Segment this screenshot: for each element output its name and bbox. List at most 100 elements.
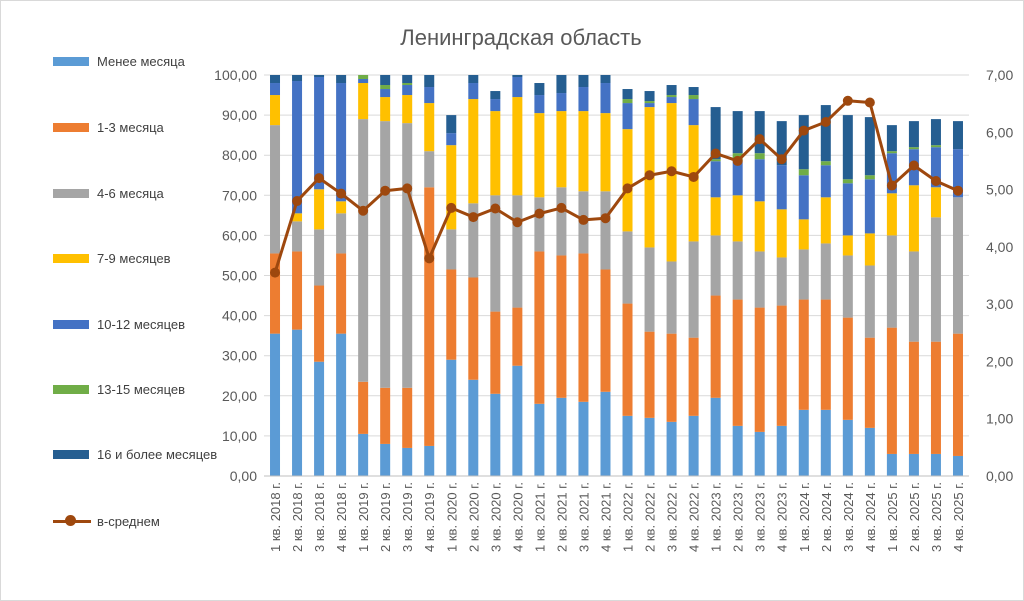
bar-7-9m bbox=[622, 129, 633, 232]
bar-10-12m bbox=[666, 97, 677, 104]
average-point bbox=[490, 203, 501, 214]
bar-16plus bbox=[842, 115, 853, 180]
bar-10-12m bbox=[380, 89, 391, 98]
bar-4-6m bbox=[732, 241, 743, 300]
bar-7-9m bbox=[820, 197, 831, 244]
bar-4-6m bbox=[556, 187, 567, 256]
bar-lt-1m bbox=[754, 431, 765, 476]
bar-7-9m bbox=[930, 187, 941, 218]
bar-7-9m bbox=[578, 111, 589, 192]
legend-marker-average bbox=[65, 515, 76, 526]
bar-16plus bbox=[402, 75, 413, 84]
bar-lt-1m bbox=[798, 409, 809, 476]
bar-13-15m bbox=[754, 153, 765, 160]
bar-1-3m bbox=[292, 251, 303, 330]
x-tick-label: 3 кв. 2025 г. bbox=[929, 482, 944, 552]
bar-16plus bbox=[336, 75, 347, 84]
bar-7-9m bbox=[908, 185, 919, 252]
bar-16plus bbox=[666, 85, 677, 96]
x-tick-label: 2 кв. 2022 г. bbox=[643, 482, 658, 552]
bar-7-9m bbox=[490, 111, 501, 196]
average-point bbox=[952, 185, 963, 196]
bar-lt-1m bbox=[886, 453, 897, 476]
bar-10-12m bbox=[534, 95, 545, 114]
bar-13-15m bbox=[864, 175, 875, 180]
bar-lt-1m bbox=[490, 393, 501, 476]
bar-lt-1m bbox=[556, 397, 567, 476]
x-tick-label: 3 кв. 2019 г. bbox=[400, 482, 415, 552]
y-right-tick-label: 7,00 bbox=[986, 67, 1013, 83]
bar-7-9m bbox=[666, 103, 677, 262]
average-point bbox=[644, 170, 655, 181]
bar-lt-1m bbox=[930, 453, 941, 476]
average-line bbox=[273, 99, 959, 274]
bar-16plus bbox=[776, 121, 787, 166]
bar-4-6m bbox=[710, 235, 721, 296]
legend-swatch-lt-1m bbox=[53, 57, 89, 66]
bar-lt-1m bbox=[666, 421, 677, 476]
y-left-tick-label: 10,00 bbox=[222, 428, 257, 444]
bar-4-6m bbox=[600, 191, 611, 270]
x-tick-label: 4 кв. 2021 г. bbox=[598, 482, 613, 552]
bar-lt-1m bbox=[688, 415, 699, 476]
bar-1-3m bbox=[952, 333, 963, 456]
bar-1-3m bbox=[600, 269, 611, 392]
bar-16plus bbox=[622, 89, 633, 100]
average-point bbox=[754, 134, 765, 145]
bar-4-6m bbox=[930, 217, 941, 342]
bar-4-6m bbox=[270, 125, 281, 254]
average-point bbox=[534, 208, 545, 219]
bar-10-12m bbox=[732, 161, 743, 196]
bar-10-12m bbox=[710, 161, 721, 198]
bar-1-3m bbox=[776, 305, 787, 426]
bar-lt-1m bbox=[842, 419, 853, 476]
average-point bbox=[820, 116, 831, 127]
x-tick-label: 1 кв. 2020 г. bbox=[444, 482, 459, 552]
bar-7-9m bbox=[534, 113, 545, 198]
bar-1-3m bbox=[490, 311, 501, 394]
x-tick-label: 1 кв. 2021 г. bbox=[532, 482, 547, 552]
bar-lt-1m bbox=[270, 333, 281, 476]
bar-10-12m bbox=[600, 83, 611, 114]
bar-16plus bbox=[512, 75, 523, 78]
bar-1-3m bbox=[468, 277, 479, 380]
bar-4-6m bbox=[292, 221, 303, 252]
bar-10-12m bbox=[842, 183, 853, 236]
x-tick-label: 2 кв. 2023 г. bbox=[731, 482, 746, 552]
bar-lt-1m bbox=[578, 401, 589, 476]
bar-10-12m bbox=[952, 149, 963, 198]
bar-4-6m bbox=[314, 229, 325, 286]
bar-13-15m bbox=[622, 99, 633, 104]
bar-7-9m bbox=[864, 233, 875, 266]
average-point bbox=[864, 97, 875, 108]
y-right-tick-label: 1,00 bbox=[986, 411, 1013, 427]
y-right-tick-label: 0,00 bbox=[986, 468, 1013, 484]
bar-10-12m bbox=[776, 165, 787, 210]
bar-16plus bbox=[820, 105, 831, 162]
bar-16plus bbox=[952, 121, 963, 150]
bar-4-6m bbox=[358, 119, 369, 382]
bar-4-6m bbox=[666, 261, 677, 334]
bar-16plus bbox=[754, 111, 765, 154]
bar-lt-1m bbox=[534, 403, 545, 476]
bar-7-9m bbox=[314, 189, 325, 230]
bar-lt-1m bbox=[380, 443, 391, 476]
legend: Менее месяца 1-3 месяца 4-6 месяца 7-9 м… bbox=[53, 1, 253, 600]
bar-13-15m bbox=[908, 147, 919, 150]
bar-7-9m bbox=[424, 103, 435, 152]
bar-4-6m bbox=[908, 251, 919, 342]
bar-16plus bbox=[468, 75, 479, 84]
bar-13-15m bbox=[688, 95, 699, 100]
bar-4-6m bbox=[380, 121, 391, 388]
bar-16plus bbox=[908, 121, 919, 148]
bar-lt-1m bbox=[908, 453, 919, 476]
chart-title: Ленинградская область bbox=[400, 25, 642, 50]
bar-7-9m bbox=[798, 219, 809, 250]
average-point bbox=[512, 217, 523, 228]
x-tick-label: 1 кв. 2023 г. bbox=[709, 482, 724, 552]
bar-13-15m bbox=[842, 179, 853, 184]
legend-label-lt-1m: Менее месяца bbox=[97, 54, 185, 69]
bar-4-6m bbox=[468, 203, 479, 278]
bar-16plus bbox=[732, 111, 743, 154]
